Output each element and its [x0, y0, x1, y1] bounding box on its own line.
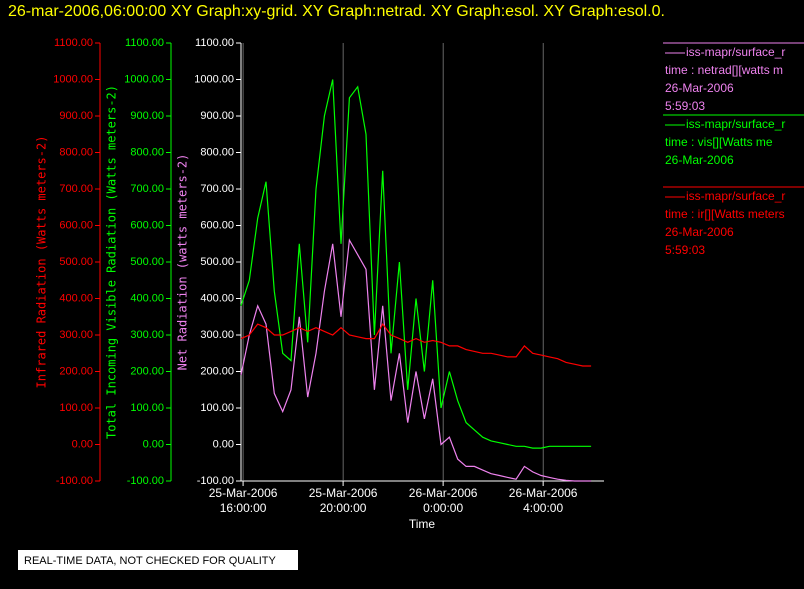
legend-detail: 26-Mar-2006: [665, 225, 734, 239]
x-tick-label: 25-Mar-2006 20:00:00: [308, 486, 378, 515]
y-tick-label: 900.00: [59, 110, 93, 122]
y-tick-label: 600.00: [59, 219, 93, 231]
y-tick-label: 200.00: [59, 365, 93, 377]
y-tick-label: 300.00: [130, 329, 164, 341]
y-tick-label: 100.00: [130, 402, 164, 414]
y-tick-label: 1000.00: [53, 73, 93, 85]
y-tick-label: 1100.00: [54, 37, 93, 49]
y-tick-label: 500.00: [59, 256, 93, 268]
legend-label: iss-mapr/surface_r: [686, 189, 785, 203]
y-tick-label: 1000.00: [194, 73, 234, 85]
x-tick-label: 25-Mar-2006 16:00:00: [208, 486, 278, 515]
legend-detail: 26-Mar-2006: [665, 153, 734, 167]
y-tick-label: 700.00: [59, 183, 93, 195]
y-tick-label: 900.00: [130, 110, 164, 122]
y-tick-label: 0.00: [72, 438, 93, 450]
y-tick-label: 700.00: [200, 183, 234, 195]
y-tick-label: -100.00: [127, 475, 164, 487]
legend-detail: 26-Mar-2006: [665, 81, 734, 95]
y-tick-label: -100.00: [56, 475, 93, 487]
x-tick-label: 26-Mar-2006 4:00:00: [508, 486, 578, 515]
y-tick-label: 400.00: [200, 292, 234, 304]
note: REAL-TIME DATA, NOT CHECKED FOR QUALITY: [24, 555, 276, 567]
y-tick-label: 300.00: [200, 329, 234, 341]
y-tick-label: 400.00: [59, 292, 93, 304]
y-tick-label: 0.00: [213, 438, 234, 450]
y-tick-label: 400.00: [130, 292, 164, 304]
y-tick-label: 800.00: [130, 146, 164, 158]
legend-detail: 5:59:03: [665, 243, 705, 257]
chart-title: 26-mar-2006,06:00:00 XY Graph:xy-grid. X…: [8, 3, 665, 20]
y-axis-label: Total Incoming Visible Radiation (Watts …: [105, 85, 119, 439]
y-axis-label: Net Radiation (watts meters-2): [176, 154, 190, 371]
y-tick-label: 500.00: [200, 256, 234, 268]
y-tick-label: 200.00: [200, 365, 234, 377]
y-tick-label: 600.00: [200, 219, 234, 231]
y-axis-label: Infrared Radiation (Watts meters-2): [35, 136, 49, 389]
y-tick-label: 100.00: [59, 402, 93, 414]
legend-label: iss-mapr/surface_r: [686, 45, 785, 59]
series-line: [240, 238, 592, 482]
y-tick-label: 1100.00: [125, 37, 164, 49]
legend-detail: time : ir[][Watts meters: [665, 207, 785, 221]
series-line: [240, 79, 592, 449]
y-tick-label: 1000.00: [124, 73, 164, 85]
y-tick-label: -100.00: [197, 475, 234, 487]
y-tick-label: 500.00: [130, 256, 164, 268]
y-tick-label: 0.00: [143, 438, 164, 450]
y-tick-label: 700.00: [130, 183, 164, 195]
note-box: [18, 550, 298, 570]
series-line: [240, 323, 592, 367]
y-tick-label: 200.00: [130, 365, 164, 377]
y-tick-label: 900.00: [200, 110, 234, 122]
x-axis-label: Time: [409, 517, 436, 531]
legend-detail: time : vis[][Watts me: [665, 135, 773, 149]
y-tick-label: 800.00: [200, 146, 234, 158]
legend-label: iss-mapr/surface_r: [686, 117, 785, 131]
legend-detail: time : netrad[][watts m: [665, 63, 783, 77]
y-tick-label: 800.00: [59, 146, 93, 158]
y-tick-label: 100.00: [200, 402, 234, 414]
y-tick-label: 1100.00: [195, 37, 234, 49]
legend-detail: 5:59:03: [665, 99, 705, 113]
y-tick-label: 300.00: [59, 329, 93, 341]
y-tick-label: 600.00: [130, 219, 164, 231]
x-tick-label: 26-Mar-2006 0:00:00: [408, 486, 478, 515]
